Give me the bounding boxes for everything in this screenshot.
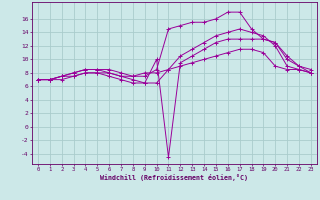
X-axis label: Windchill (Refroidissement éolien,°C): Windchill (Refroidissement éolien,°C) bbox=[100, 174, 248, 181]
